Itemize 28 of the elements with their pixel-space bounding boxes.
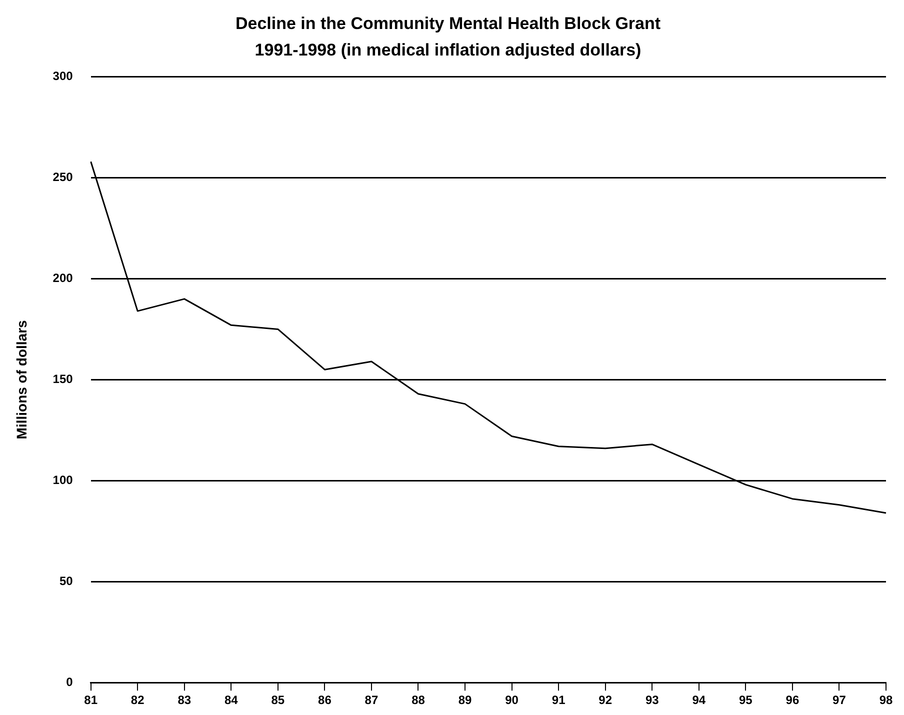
x-tick-label: 88	[412, 693, 426, 708]
y-tick-label: 150	[52, 372, 74, 386]
x-tick-label: 93	[645, 693, 660, 708]
x-tick-label: 87	[364, 693, 378, 708]
x-tick-label: 97	[832, 693, 846, 708]
y-tick-label: 100	[52, 472, 74, 487]
x-tick-label: 85	[271, 693, 285, 708]
chart-title: Decline in the Community Mental Health Block Grant	[235, 14, 661, 33]
y-axis-title: Millions of dollars	[13, 320, 30, 440]
x-tick-label: 84	[224, 693, 238, 708]
x-tick-label: 94	[692, 693, 706, 708]
x-tick-label: 81	[84, 693, 98, 708]
x-tick-label: 82	[130, 693, 145, 708]
x-tick-label: 98	[879, 693, 893, 708]
y-tick-label: 0	[66, 674, 74, 689]
x-tick-label: 96	[786, 693, 800, 708]
y-tick-label: 200	[52, 271, 74, 286]
x-tick-label: 90	[505, 693, 519, 708]
y-tick-label: 50	[59, 574, 74, 588]
y-tick-label: 250	[52, 170, 74, 184]
x-tick-label: 91	[552, 693, 566, 708]
y-tick-label: 300	[52, 69, 74, 84]
chart-subtitle: 1991-1998 (in medical inflation adjusted dollars)	[254, 40, 642, 60]
x-tick-label: 86	[318, 693, 332, 708]
x-tick-label: 89	[458, 693, 472, 708]
x-tick-label: 83	[178, 693, 192, 708]
x-tick-label: 92	[598, 693, 612, 708]
x-tick-label: 95	[738, 693, 753, 708]
